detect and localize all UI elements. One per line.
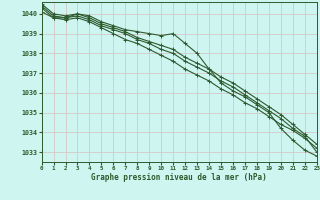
X-axis label: Graphe pression niveau de la mer (hPa): Graphe pression niveau de la mer (hPa) bbox=[91, 173, 267, 182]
